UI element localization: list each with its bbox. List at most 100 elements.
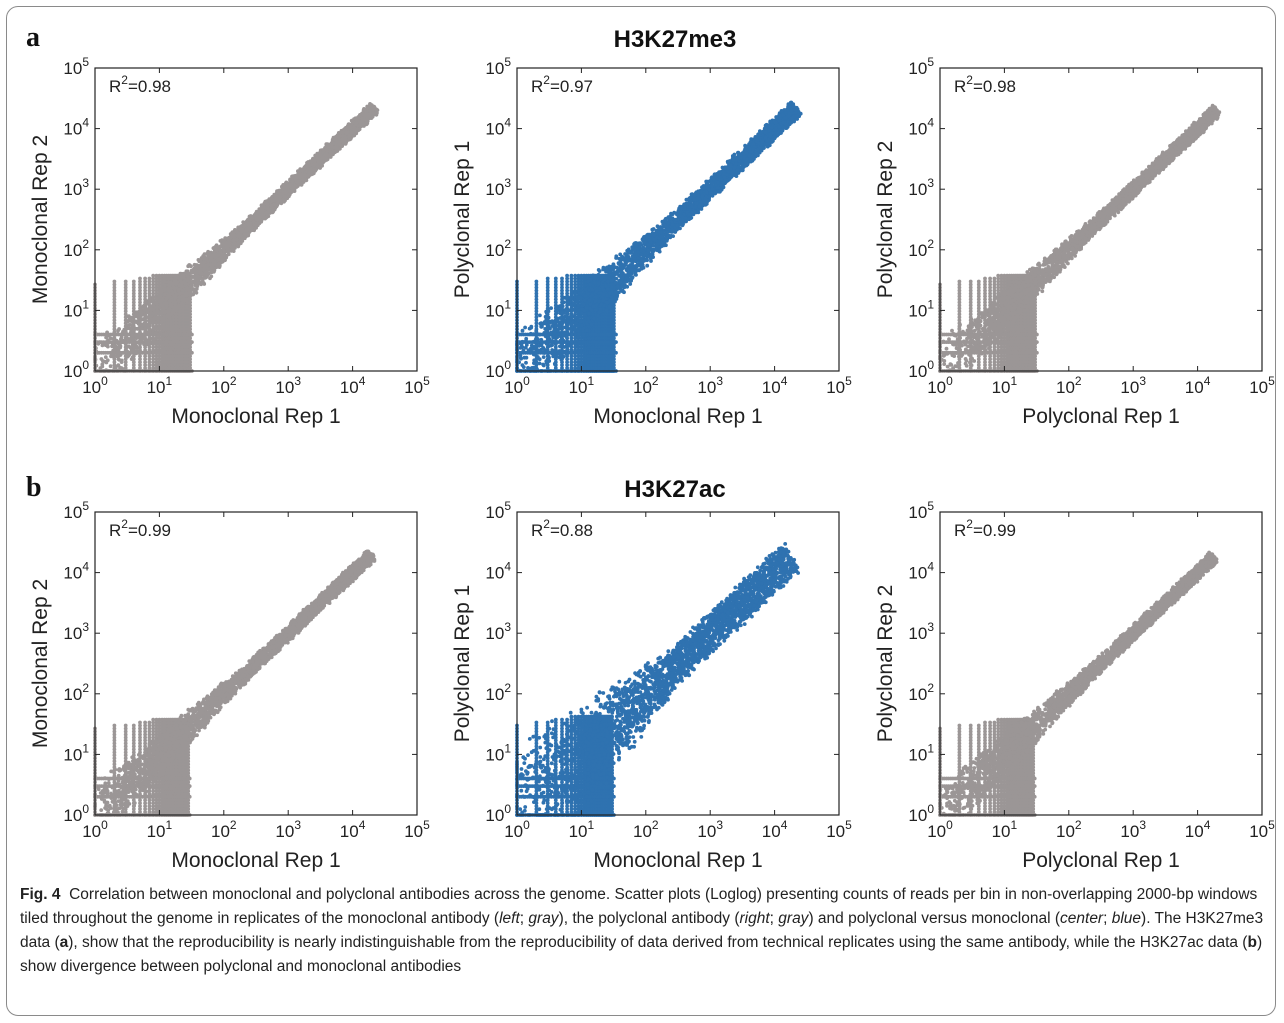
data-point	[132, 344, 137, 349]
data-point	[193, 276, 198, 280]
data-point	[173, 281, 178, 286]
data-point	[123, 297, 128, 302]
data-point	[258, 218, 263, 223]
x-axis-label: Monoclonal Rep 1	[171, 405, 340, 428]
data-point	[220, 257, 225, 262]
data-point	[123, 282, 128, 287]
data-point	[218, 249, 223, 254]
data-point	[112, 324, 117, 329]
data-point	[274, 196, 279, 201]
data-point	[341, 134, 345, 138]
data-point	[573, 273, 578, 278]
data-point	[347, 124, 352, 128]
data-point	[138, 354, 142, 358]
scatter-plots: 100 101 102 103 104 105100101102103104105Mono…	[29, 55, 1275, 872]
data-point	[164, 302, 169, 307]
scatter-chart-a-center: 100 101 102 103 104 105100101102103104105Mono…	[451, 55, 852, 428]
x-tick-label: 100	[82, 374, 108, 397]
data-point	[226, 248, 231, 253]
data-point	[131, 306, 136, 311]
data-point	[316, 158, 321, 162]
panel-letter-a: a	[26, 22, 40, 54]
data-point	[569, 273, 574, 278]
data-point	[200, 263, 205, 268]
data-point	[362, 123, 366, 127]
data-point	[137, 335, 141, 340]
data-point	[269, 203, 274, 208]
data-point	[364, 114, 369, 119]
data-point	[565, 273, 569, 278]
data-point	[339, 143, 344, 148]
data-point	[242, 223, 247, 228]
data-point	[254, 222, 258, 227]
data-point	[147, 354, 152, 358]
data-point	[154, 288, 159, 293]
data-point	[123, 366, 128, 370]
data-point	[123, 363, 128, 367]
data-point	[173, 304, 177, 309]
figure-frame	[6, 6, 1276, 1016]
data-point	[117, 358, 122, 362]
data-point	[154, 363, 159, 367]
data-point	[368, 103, 372, 108]
data-point	[143, 360, 148, 364]
data-point	[214, 252, 219, 257]
data-point	[356, 115, 361, 120]
data-point	[124, 335, 129, 340]
data-point	[157, 354, 162, 358]
data-point	[143, 354, 148, 358]
data-point	[154, 366, 159, 370]
data-point	[112, 294, 117, 299]
data-point	[138, 276, 142, 281]
data-point	[275, 201, 279, 206]
data-point	[335, 147, 340, 151]
data-point	[151, 288, 156, 293]
data-point	[176, 298, 181, 303]
data-point	[123, 328, 128, 333]
data-point	[238, 225, 243, 230]
data-point	[223, 236, 228, 241]
x-tick-label: 102	[211, 374, 237, 397]
data-point	[151, 291, 156, 296]
data-point	[354, 127, 359, 132]
data-point	[127, 316, 132, 320]
data-point	[307, 170, 312, 174]
data-point	[194, 263, 199, 267]
data-point	[214, 248, 219, 253]
data-point	[158, 286, 162, 291]
data-point	[241, 236, 245, 241]
data-point	[342, 127, 347, 132]
data-point	[131, 288, 136, 293]
data-point	[138, 297, 142, 302]
data-point	[112, 327, 117, 332]
data-point	[124, 350, 128, 355]
data-point	[182, 294, 187, 298]
data-point	[195, 283, 199, 287]
y-axis-label: Monoclonal Rep 2	[29, 135, 52, 304]
data-point	[147, 288, 152, 293]
data-point	[152, 326, 157, 331]
x-tick-label: 104	[340, 374, 366, 397]
data-point	[245, 218, 250, 223]
data-point	[147, 279, 152, 284]
data-point	[104, 335, 108, 340]
data-point	[291, 186, 295, 191]
data-point	[299, 181, 304, 186]
data-point	[310, 163, 314, 167]
data-point	[263, 216, 267, 221]
data-point	[119, 337, 123, 341]
y-tick-label: 101	[63, 297, 89, 320]
data-point	[146, 330, 151, 334]
data-point	[184, 282, 188, 286]
data-point	[234, 229, 239, 234]
data-point	[131, 282, 136, 287]
data-point	[534, 279, 539, 284]
data-point	[151, 348, 156, 352]
data-point	[142, 336, 147, 341]
data-point	[185, 269, 190, 274]
data-point	[352, 133, 357, 138]
data-point	[151, 363, 156, 367]
r-squared-annotation: R2=0.98	[109, 73, 171, 96]
data-point	[108, 364, 113, 369]
data-point	[123, 288, 128, 293]
